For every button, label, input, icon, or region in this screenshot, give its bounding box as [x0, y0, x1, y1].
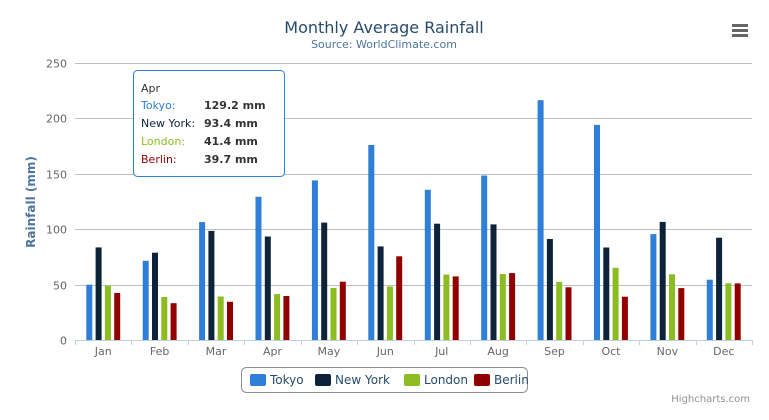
y-tick-label: 200	[46, 113, 67, 126]
bar-new-york[interactable]	[152, 252, 158, 340]
bar-tokyo[interactable]	[650, 234, 657, 340]
bar-new-york[interactable]	[603, 247, 610, 341]
bar-new-york[interactable]	[434, 223, 441, 340]
bar-london[interactable]	[161, 297, 168, 340]
bar-berlin[interactable]	[396, 256, 403, 340]
bar-london[interactable]	[556, 281, 563, 340]
bar-london[interactable]	[330, 287, 337, 340]
bar-new-york[interactable]	[377, 246, 384, 340]
bar-berlin[interactable]	[509, 273, 516, 340]
tooltip-series-label: New York:	[141, 117, 195, 130]
bar-berlin[interactable]	[565, 287, 572, 340]
bar-new-york[interactable]	[490, 224, 497, 340]
x-tick-label: Jun	[376, 345, 394, 358]
bar-london[interactable]	[612, 267, 619, 340]
legend-item-tokyo[interactable]: Tokyo	[250, 373, 304, 387]
legend-symbol	[404, 374, 420, 386]
tooltip-series-label: Tokyo:	[140, 99, 176, 112]
legend-item-berlin[interactable]: Berlin	[474, 373, 529, 387]
chart-title: Monthly Average Rainfall	[284, 18, 483, 37]
bar-berlin[interactable]	[283, 296, 290, 340]
bar-london[interactable]	[443, 274, 450, 340]
bar-tokyo[interactable]	[368, 145, 375, 340]
legend-symbol	[250, 374, 266, 386]
bar-berlin[interactable]	[452, 276, 459, 340]
y-axis-title: Rainfall (mm)	[24, 156, 38, 248]
bar-berlin[interactable]	[734, 283, 741, 340]
y-tick-label: 0	[60, 335, 67, 348]
bar-london[interactable]	[104, 285, 111, 340]
y-tick-label: 150	[46, 169, 67, 182]
bar-new-york[interactable]	[208, 230, 215, 340]
bar-tokyo[interactable]	[424, 189, 431, 340]
tooltip-series-label: London:	[141, 135, 185, 148]
bar-new-york[interactable]	[264, 236, 271, 341]
bar-new-york[interactable]	[321, 222, 328, 340]
x-tick-label: Nov	[657, 345, 679, 358]
tooltip-series-label: Berlin:	[141, 153, 177, 166]
tooltip: Apr Tokyo: 129.2 mm New York: 93.4 mm London…	[133, 70, 285, 177]
bar-london[interactable]	[217, 296, 224, 341]
x-tick-label: Feb	[150, 345, 169, 358]
bar-tokyo[interactable]	[481, 175, 488, 341]
legend-symbol	[315, 374, 331, 386]
bar-london[interactable]	[725, 283, 732, 340]
credits-link[interactable]: Highcharts.com	[671, 394, 750, 405]
bar-berlin[interactable]	[114, 293, 121, 340]
chart-subtitle: Source: WorldClimate.com	[311, 38, 457, 51]
x-tick-label: Jan	[94, 345, 112, 358]
x-tick-label: Apr	[263, 345, 283, 358]
bar-berlin[interactable]	[621, 296, 628, 340]
tooltip-value: 129.2 mm	[204, 99, 266, 112]
legend-item-london[interactable]: London	[404, 373, 468, 387]
legend: Tokyo New York London Berlin	[241, 367, 529, 393]
tooltip-value: 39.7 mm	[204, 153, 258, 166]
x-tick-label: Jul	[434, 345, 448, 358]
bar-london[interactable]	[499, 274, 506, 340]
tooltip-value: 93.4 mm	[204, 117, 258, 130]
bar-tokyo[interactable]	[311, 180, 318, 340]
legend-symbol	[474, 374, 490, 386]
tooltip-value: 41.4 mm	[204, 135, 258, 148]
tooltip-header: Apr	[141, 82, 161, 95]
x-tick-label: Mar	[206, 345, 227, 358]
bar-tokyo[interactable]	[199, 222, 206, 340]
bar-london[interactable]	[274, 294, 281, 340]
x-tick-label: Aug	[487, 345, 508, 358]
y-tick-label: 250	[46, 58, 67, 71]
x-tick-label: May	[318, 345, 341, 358]
legend-item-new-york[interactable]: New York	[315, 373, 390, 387]
bar-tokyo[interactable]	[142, 260, 149, 340]
bar-new-york[interactable]	[95, 247, 102, 340]
bar-tokyo[interactable]	[706, 279, 713, 340]
bar-berlin[interactable]	[339, 281, 346, 340]
bar-london[interactable]	[669, 274, 675, 340]
bar-berlin[interactable]	[170, 303, 177, 340]
bar-new-york[interactable]	[716, 237, 723, 340]
bar-new-york[interactable]	[546, 239, 553, 340]
hamburger-menu-icon[interactable]	[725, 16, 755, 44]
legend-label: London	[424, 373, 468, 387]
bar-tokyo[interactable]	[255, 196, 262, 340]
bar-london[interactable]	[386, 286, 393, 341]
bar-tokyo[interactable]	[86, 284, 93, 340]
legend-label: Tokyo	[269, 373, 304, 387]
y-tick-label: 100	[46, 224, 67, 237]
bar-new-york[interactable]	[659, 221, 666, 340]
bar-tokyo[interactable]	[537, 100, 544, 340]
legend-label: Berlin	[494, 373, 529, 387]
x-tick-label: Sep	[544, 345, 565, 358]
bar-tokyo[interactable]	[594, 124, 600, 341]
bar-berlin[interactable]	[678, 288, 685, 340]
legend-label: New York	[335, 373, 390, 387]
x-tick-label: Dec	[713, 345, 734, 358]
x-tick-label: Oct	[601, 345, 621, 358]
bar-berlin[interactable]	[227, 301, 233, 340]
y-tick-label: 50	[53, 280, 67, 293]
